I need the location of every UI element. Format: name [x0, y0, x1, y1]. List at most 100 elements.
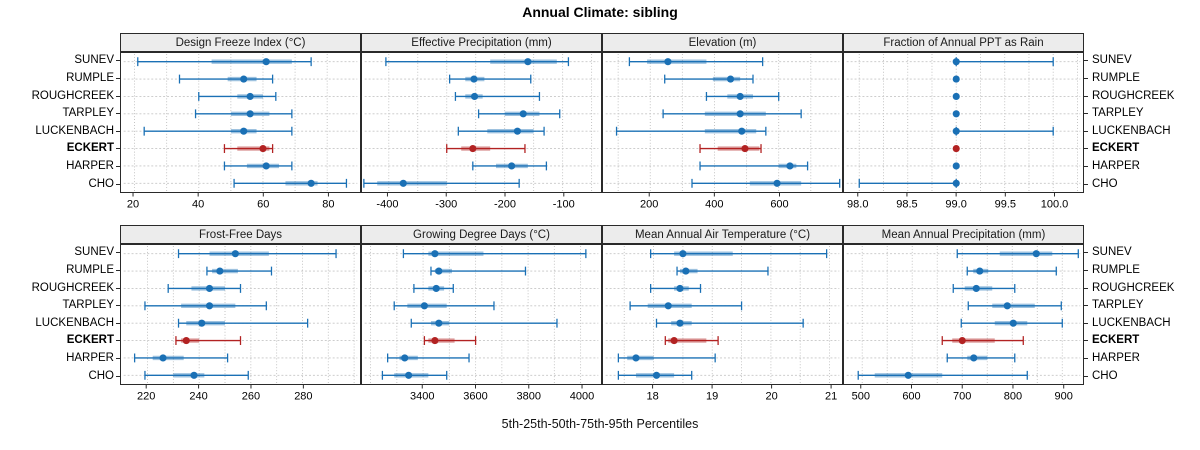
tick-label: 80 [322, 199, 334, 211]
median-dot [470, 75, 478, 83]
site-label-rumple: RUMPLE [66, 71, 114, 84]
panel-elevation-m [602, 52, 843, 193]
y-axis-tick [1084, 77, 1088, 79]
median-dot [190, 371, 198, 379]
tick-label: -200 [494, 199, 516, 211]
site-label-luckenbach: LUCKENBACH [1092, 124, 1171, 137]
site-label-harper: HARPER [66, 352, 114, 365]
site-label-roughcreek: ROUGHCREEK [31, 281, 114, 294]
whisker-harper [387, 353, 470, 363]
whisker-eckert [664, 336, 719, 345]
tick-label: 20 [127, 199, 139, 211]
median-dot [972, 284, 980, 292]
y-axis-tick [116, 130, 120, 132]
tick-label: 280 [294, 391, 312, 403]
chart-title: Annual Climate: sibling [522, 4, 678, 20]
median-dot [952, 145, 960, 153]
panel-strip-title: Frost-Free Days [198, 228, 283, 241]
panel-strip-design-freeze-index-c: Design Freeze Index (°C) [120, 33, 361, 52]
tick-label: 20 [765, 391, 777, 403]
y-axis-tick [116, 183, 120, 185]
median-dot [524, 58, 532, 66]
tick-label: 220 [137, 391, 155, 403]
median-dot [652, 371, 661, 379]
panel-strip-growing-degree-days-c: Growing Degree Days (°C) [361, 225, 602, 244]
tick-label: 40 [192, 199, 204, 211]
median-dot [513, 127, 521, 135]
tick-label: -300 [435, 199, 457, 211]
panel-strip-mean-annual-precipitation-mm: Mean Annual Precipitation (mm) [843, 225, 1084, 244]
median-dot [198, 319, 206, 327]
median-dot [231, 250, 239, 258]
median-dot [259, 145, 267, 153]
median-dot [432, 284, 440, 292]
y-axis-tick [116, 269, 120, 271]
site-label-cho: CHO [88, 369, 114, 382]
whisker-tarpley [194, 109, 293, 119]
y-axis-tick [1084, 340, 1088, 342]
panel-strip-title: Mean Annual Air Temperature (°C) [634, 228, 811, 241]
whisker-tarpley [629, 301, 743, 311]
whisker-harper [223, 161, 293, 171]
whisker-sunev [952, 57, 1054, 67]
tick-label: 99.0 [945, 199, 966, 211]
whisker-luckenbach [410, 318, 558, 328]
tick-label: 800 [1004, 391, 1022, 403]
whisker-sunev [649, 249, 828, 259]
median-dot [401, 354, 409, 362]
median-dot [952, 127, 960, 135]
y-axis-tick [116, 95, 120, 97]
y-axis-tick [1084, 305, 1088, 307]
site-label-tarpley: TARPLEY [62, 107, 114, 120]
tick-label: 240 [189, 391, 207, 403]
whisker-tarpley [144, 301, 267, 311]
whisker-rumple [178, 74, 274, 84]
tick-label: 4000 [570, 391, 594, 403]
whisker-luckenbach [143, 126, 293, 136]
site-label-sunev: SUNEV [1092, 246, 1132, 259]
whisker-harper [699, 161, 809, 171]
median-dot [664, 58, 672, 66]
y-axis-tick [116, 166, 120, 168]
whisker-harper [472, 161, 548, 171]
whisker-roughcreek [167, 284, 242, 293]
tick-label: 3400 [410, 391, 434, 403]
site-label-harper: HARPER [1092, 160, 1140, 173]
site-label-cho: CHO [1092, 177, 1118, 190]
whisker-roughcreek [198, 92, 277, 101]
median-dot [246, 92, 254, 100]
y-axis-tick [116, 358, 120, 360]
site-label-eckert: ECKERT [1092, 142, 1140, 155]
whisker-eckert [699, 144, 762, 153]
y-axis-tick [1084, 269, 1088, 271]
whisker-roughcreek [413, 284, 454, 293]
axis-caption: 5th-25th-50th-75th-95th Percentiles [501, 417, 699, 431]
y-axis-tick [1084, 287, 1088, 289]
y-axis-tick [116, 287, 120, 289]
median-dot [741, 145, 749, 153]
median-dot [405, 371, 413, 379]
tick-label: 19 [706, 391, 718, 403]
tick-label: 400 [705, 199, 723, 211]
y-axis-tick [1084, 166, 1088, 168]
tick-label: 100.0 [1041, 199, 1069, 211]
y-axis-tick [1084, 148, 1088, 150]
median-dot [632, 354, 640, 362]
panel-strip-title: Fraction of Annual PPT as Rain [883, 36, 1044, 49]
median-dot [431, 250, 439, 258]
panel-strip-title: Effective Precipitation (mm) [411, 36, 552, 49]
tick-label: 98.5 [896, 199, 917, 211]
panel-strip-frost-free-days: Frost-Free Days [120, 225, 361, 244]
whisker-rumple [676, 266, 769, 276]
median-dot [246, 110, 254, 118]
whisker-roughcreek [454, 92, 541, 101]
median-dot [159, 354, 167, 362]
panel-strip-elevation-m: Elevation (m) [602, 33, 843, 52]
whisker-luckenbach [177, 318, 309, 328]
y-axis-tick [116, 340, 120, 342]
x-axis-frost-free-days: 220 240 260 280 [137, 385, 313, 403]
median-dot [738, 127, 746, 135]
median-dot [262, 162, 270, 170]
x-axis-mean-annual-air-temperature-c: 18 19 20 21 [646, 385, 837, 403]
